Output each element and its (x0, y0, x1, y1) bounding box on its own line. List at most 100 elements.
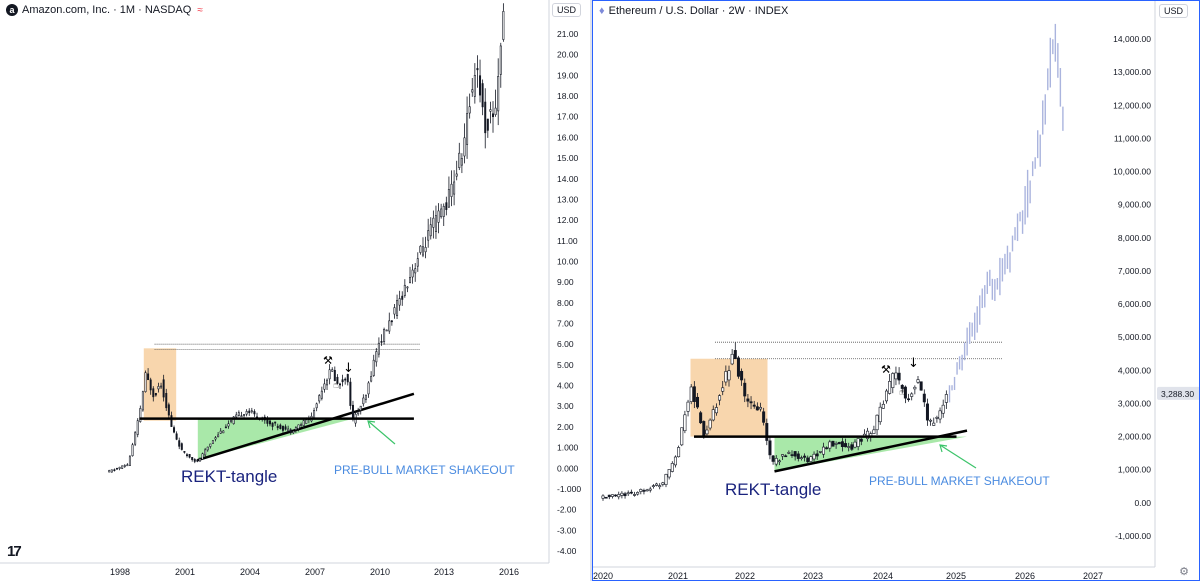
amzn-candle-body (144, 372, 147, 393)
amzn-candle-body (336, 376, 339, 384)
amzn-shaded-zone (143, 348, 177, 421)
eth-candle-body (730, 353, 734, 365)
eth-y-tick-label: 6,000.00 (1118, 299, 1151, 309)
pane-divider[interactable] (590, 0, 592, 581)
amzn-candle-body (351, 404, 354, 420)
eth-candle-body (658, 485, 662, 488)
exchange-indicator-icon[interactable]: ≈ (197, 4, 203, 16)
amzn-candle-body (455, 173, 458, 177)
amzn-candle-body (434, 215, 437, 232)
eth-candle-body (629, 491, 633, 494)
eth-candle-body (894, 372, 898, 380)
amzn-shakeout-label: PRE-BULL MARKET SHAKEOUT (334, 463, 515, 477)
amzn-candle-body (110, 469, 113, 473)
eth-candle-body (689, 386, 693, 402)
amzn-candle-body (331, 369, 334, 372)
tradingview-logo-icon[interactable]: 17 (7, 543, 22, 560)
amzn-candle-body (198, 458, 201, 462)
amzn-candle-body (468, 106, 471, 114)
amzn-candle-body (279, 424, 282, 429)
eth-candle-body (727, 370, 731, 381)
amzn-candle-body (248, 410, 251, 414)
amzn-candle-body (494, 107, 497, 115)
amzn-candle-body (385, 329, 388, 332)
amzn-candle-body (486, 118, 489, 131)
amzn-candle-body (375, 351, 378, 363)
amzn-chart-svg[interactable]: 21.00 20.00 19.00 18.00 17.00 16.00 15.00 14.00… (0, 0, 590, 581)
amzn-shakeout-pointer-head (367, 420, 376, 429)
amzn-candle-body (294, 427, 297, 430)
eth-currency-button[interactable]: USD (1159, 4, 1189, 18)
eth-candle-body (617, 494, 621, 498)
eth-candle-body (614, 494, 618, 497)
amzn-title-text: Amazon.com, Inc. · 1M · NASDAQ (22, 4, 192, 16)
amzn-hand-marker-icon: ☝ (333, 380, 339, 391)
eth-x-tick-label: 2024 (873, 571, 893, 581)
amzn-candle-body (437, 210, 440, 223)
amzn-y-tick-label: 16.00 (557, 132, 579, 142)
eth-chart-svg[interactable]: 14,000.00 13,000.00 12,000.00 11,000.00 10,0… (593, 1, 1200, 581)
amzn-candle-body (403, 284, 406, 296)
amzn-candle-body (414, 268, 417, 274)
amzn-x-tick-label: 2010 (370, 567, 390, 577)
eth-candle-body (759, 407, 763, 410)
eth-candle-body (884, 390, 888, 402)
amzn-candle-body (419, 245, 422, 253)
eth-candle-body (944, 394, 948, 403)
eth-candle-body (648, 488, 652, 491)
eth-candle-body (818, 451, 822, 453)
eth-candle-body (812, 453, 816, 460)
eth-candle-body (774, 458, 778, 465)
amzn-candle-body (297, 424, 300, 429)
ethereum-logo-icon: ♦ (599, 5, 605, 17)
settings-gear-icon[interactable]: ⚙ (1179, 566, 1189, 578)
amzn-candle-body (453, 181, 456, 195)
eth-candle-body (916, 379, 920, 383)
amzn-candle-body (440, 208, 443, 218)
amzn-candle-body (126, 464, 129, 467)
amzn-candle-body (302, 420, 305, 426)
eth-x-tick-label: 2025 (946, 571, 966, 581)
eth-candle-body (683, 414, 687, 432)
eth-y-tick-label: 7,000.00 (1118, 266, 1151, 276)
amzn-candle-body (346, 374, 349, 383)
amzn-y-tick-label: 20.00 (557, 50, 579, 60)
eth-candle-body (790, 454, 794, 456)
amzn-candle-body (484, 101, 487, 134)
eth-candle-body (677, 447, 681, 458)
eth-candle-body (680, 427, 684, 446)
amzn-y-tick-label: 1.000 (557, 443, 579, 453)
amzn-y-tick-label: 9.00 (557, 277, 574, 287)
amzn-candle-body (178, 440, 181, 447)
eth-rekt-tangle-label: REKT-tangle (725, 480, 821, 499)
eth-candle-body (806, 457, 810, 463)
amzn-candle-body (318, 395, 321, 402)
amzn-candle-body (281, 425, 284, 431)
amzn-candle-body (357, 411, 360, 415)
eth-candle-body (910, 393, 914, 397)
eth-candle-body (903, 386, 907, 399)
amzn-candle-body (367, 382, 370, 395)
amzn-candle-body (217, 434, 220, 438)
eth-candle-body (699, 412, 703, 424)
amzn-candle-body (115, 468, 118, 470)
amzn-currency-button[interactable]: USD (552, 3, 582, 17)
amzn-candle-body (364, 394, 367, 400)
amzn-y-tick-label: 4.00 (557, 381, 574, 391)
amzn-chart-pane[interactable]: 21.00 20.00 19.00 18.00 17.00 16.00 15.00 14.00… (0, 0, 590, 581)
eth-candle-body (781, 454, 785, 457)
eth-chart-pane[interactable]: 14,000.00 13,000.00 12,000.00 11,000.00 10,0… (592, 0, 1200, 581)
eth-candle-body (922, 393, 926, 403)
amzn-candle-body (165, 393, 168, 409)
amzn-x-tick-label: 1998 (110, 567, 130, 577)
amzn-candle-body (232, 416, 235, 425)
amzn-candle-body (349, 381, 352, 406)
eth-shakeout-pointer-line (939, 444, 977, 469)
eth-candle-body (639, 489, 643, 492)
eth-candle-body (777, 460, 781, 463)
eth-candle-body (891, 373, 895, 388)
amzn-x-tick-label: 2007 (305, 567, 325, 577)
eth-candle-body (632, 494, 636, 496)
amzn-y-tick-label: 7.00 (557, 319, 574, 329)
amzn-candle-body (362, 397, 365, 405)
